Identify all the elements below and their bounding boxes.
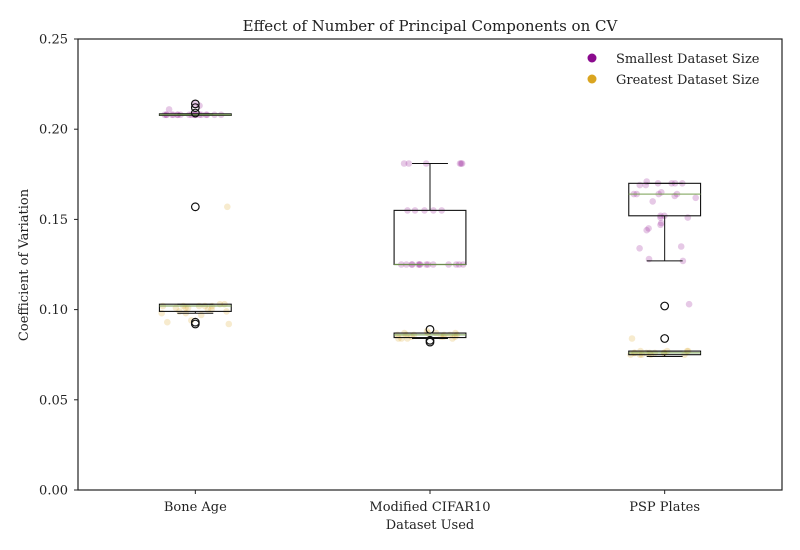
legend-label-greatest: Greatest Dataset Size (616, 73, 760, 88)
data-point (456, 160, 464, 167)
outlier (190, 103, 200, 112)
data-point (404, 335, 411, 342)
outlier (190, 202, 200, 212)
data-point (165, 106, 173, 113)
data-point (679, 257, 687, 265)
data-point (395, 335, 402, 342)
outlier (660, 334, 670, 343)
data-point (197, 311, 205, 319)
data-point (692, 194, 699, 202)
y-tick-label: 0.10 (39, 303, 68, 318)
data-point (458, 160, 466, 167)
x-axis-label: Dataset Used (386, 518, 475, 533)
data-point (649, 198, 656, 205)
y-tick-label: 0.20 (39, 123, 68, 138)
y-axis: 0.00 0.05 0.10 0.15 0.20 0.25 (39, 33, 78, 499)
data-point (398, 335, 405, 342)
legend-marker-greatest (587, 74, 597, 84)
outlier (425, 325, 435, 334)
data-point (400, 160, 408, 167)
data-point (225, 320, 233, 328)
legend: Smallest Dataset Size Greatest Dataset S… (587, 52, 760, 88)
chart-title: Effect of Number of Principal Components… (243, 17, 619, 35)
y-tick-label: 0.15 (39, 213, 68, 228)
x-tick-label: PSP Plates (629, 500, 700, 515)
data-point (677, 243, 685, 250)
data-point (685, 300, 693, 308)
data-point (457, 160, 465, 167)
outlier (660, 301, 670, 311)
data-point (449, 335, 456, 342)
data-point (658, 219, 665, 227)
outliers-layer (190, 99, 670, 347)
data-point (643, 226, 650, 234)
y-tick-label: 0.05 (39, 393, 68, 408)
x-axis: Bone Age Modified CIFAR10 PSP Plates (164, 490, 700, 515)
box (158, 303, 232, 312)
outlier (425, 337, 435, 347)
box (628, 182, 702, 217)
data-point (657, 221, 664, 229)
outlier (190, 108, 200, 118)
y-tick-label: 0.00 (39, 484, 68, 499)
y-tick-label: 0.25 (39, 33, 68, 48)
outlier (190, 319, 200, 329)
data-point (645, 225, 652, 232)
data-point (628, 335, 636, 342)
legend-label-smallest: Smallest Dataset Size (616, 52, 760, 67)
x-tick-label: Bone Age (164, 500, 227, 515)
outlier (190, 99, 200, 109)
data-point (405, 160, 413, 167)
data-point (224, 203, 231, 211)
data-point (164, 318, 171, 326)
x-tick-label: Modified CIFAR10 (369, 500, 490, 515)
data-point (636, 245, 643, 252)
data-point (645, 255, 653, 263)
legend-marker-smallest (587, 53, 597, 63)
y-axis-label: Coefficient of Variation (17, 188, 32, 341)
